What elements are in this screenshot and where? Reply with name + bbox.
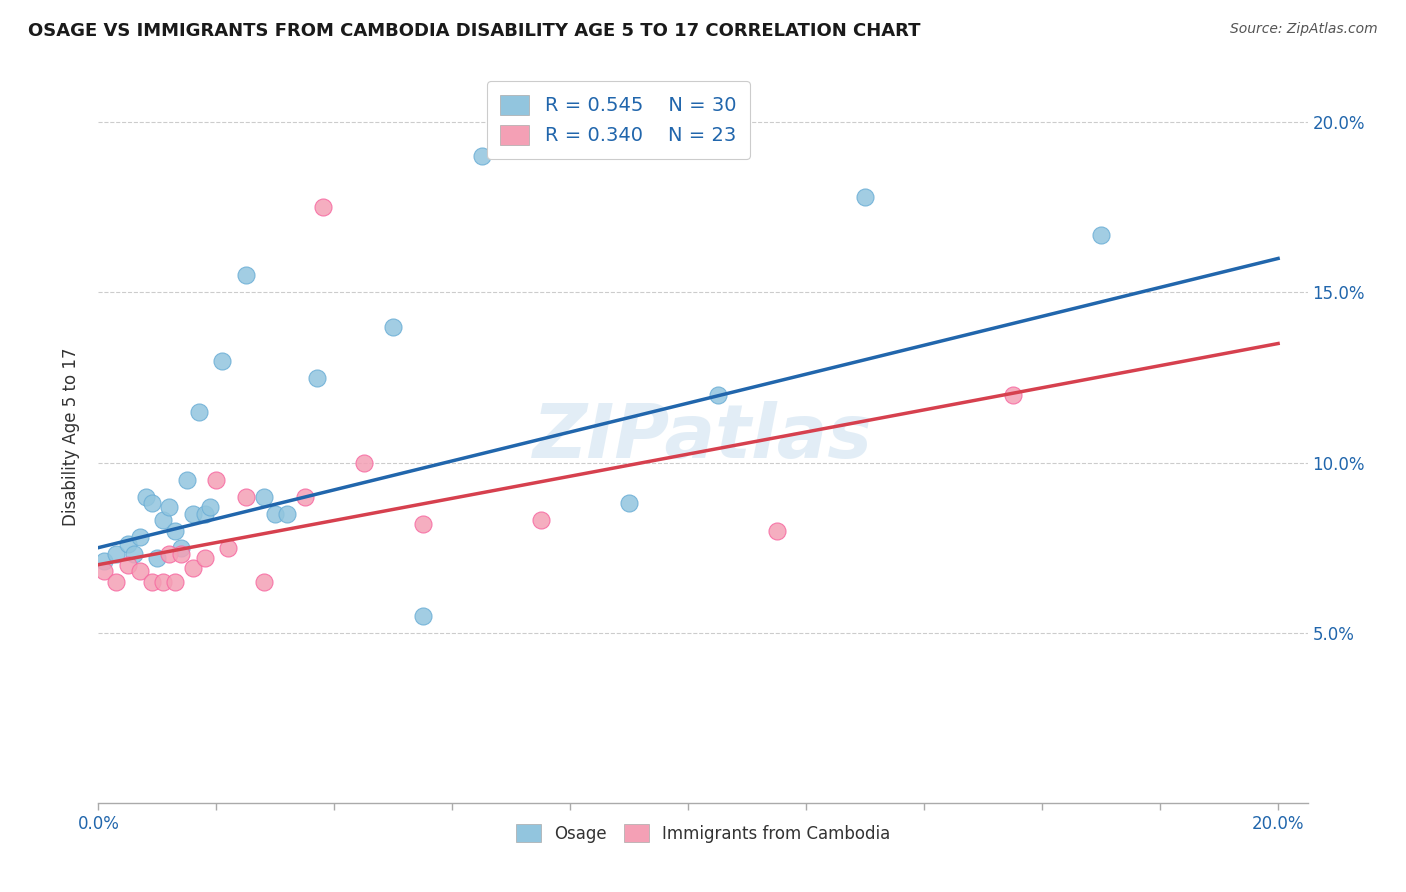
Point [211,353,233,368]
Point [200,500,222,514]
Point [412,516,434,531]
Point [1385,728,1406,742]
Point [619,496,641,510]
Point [706,387,728,401]
Text: Source: ZipAtlas.com: Source: ZipAtlas.com [1230,22,1378,37]
Point [187,404,209,418]
Point [252,574,274,589]
Point [311,201,333,215]
Point [176,473,198,487]
Point [235,268,257,283]
Point [530,513,553,527]
Point [157,500,180,514]
Point [128,531,150,545]
Point [235,490,257,504]
Point [382,319,405,334]
Point [157,548,180,562]
Point [165,524,187,538]
Point [152,513,174,527]
Point [1090,227,1112,242]
Point [141,496,163,510]
Point [152,574,174,589]
Point [122,548,145,562]
Point [105,548,128,562]
Point [276,507,298,521]
Point [146,550,169,565]
Point [170,541,193,555]
Point [181,507,204,521]
Point [117,537,139,551]
Point [128,565,150,579]
Point [205,473,228,487]
Point [412,608,434,623]
Point [170,548,193,562]
Point [252,490,274,504]
Legend: Osage, Immigrants from Cambodia: Osage, Immigrants from Cambodia [509,818,897,849]
Point [1001,387,1024,401]
Point [135,490,157,504]
Point [765,524,787,538]
Text: OSAGE VS IMMIGRANTS FROM CAMBODIA DISABILITY AGE 5 TO 17 CORRELATION CHART: OSAGE VS IMMIGRANTS FROM CAMBODIA DISABI… [28,22,921,40]
Text: ZIPatlas: ZIPatlas [533,401,873,474]
Point [93,554,115,568]
Point [305,370,328,384]
Point [181,561,204,575]
Point [353,456,375,470]
Point [194,507,217,521]
Point [165,574,187,589]
Point [141,574,163,589]
Point [471,149,494,163]
Point [264,507,287,521]
Point [93,565,115,579]
Point [194,550,217,565]
Point [853,190,876,204]
Point [217,541,239,555]
Point [117,558,139,572]
Point [105,574,128,589]
Y-axis label: Disability Age 5 to 17: Disability Age 5 to 17 [62,348,80,526]
Point [294,490,316,504]
